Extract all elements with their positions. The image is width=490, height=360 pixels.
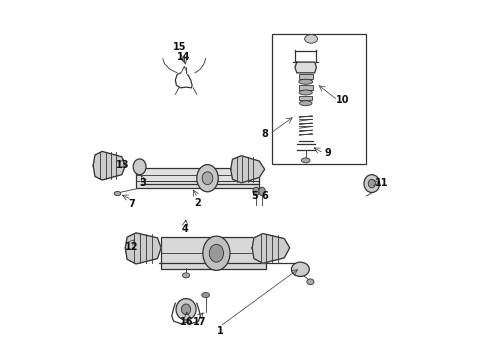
Polygon shape	[93, 152, 125, 180]
Polygon shape	[231, 156, 265, 183]
Ellipse shape	[202, 172, 213, 185]
Text: 6: 6	[261, 192, 268, 202]
Ellipse shape	[114, 192, 121, 196]
Text: 15: 15	[173, 42, 187, 52]
Ellipse shape	[299, 90, 312, 95]
Ellipse shape	[299, 79, 313, 84]
Text: 17: 17	[193, 317, 206, 327]
Text: 1: 1	[217, 327, 223, 337]
Bar	[299, 85, 313, 90]
Bar	[161, 237, 267, 269]
Ellipse shape	[307, 279, 314, 285]
Text: 9: 9	[324, 148, 331, 158]
Ellipse shape	[259, 187, 266, 196]
Ellipse shape	[305, 35, 318, 43]
Ellipse shape	[181, 304, 191, 315]
Ellipse shape	[253, 187, 259, 196]
Text: 7: 7	[128, 199, 135, 209]
Text: 12: 12	[125, 242, 139, 252]
Text: 4: 4	[182, 224, 189, 234]
Ellipse shape	[368, 179, 375, 188]
Ellipse shape	[202, 293, 210, 297]
Bar	[298, 74, 313, 79]
Ellipse shape	[133, 159, 146, 175]
Text: 10: 10	[336, 95, 349, 105]
Ellipse shape	[203, 236, 230, 270]
Text: 8: 8	[262, 129, 269, 139]
Ellipse shape	[182, 273, 190, 278]
Text: 16: 16	[180, 317, 194, 327]
Bar	[272, 33, 367, 164]
Ellipse shape	[301, 158, 310, 163]
Text: 5: 5	[251, 192, 258, 202]
Text: 13: 13	[116, 159, 129, 170]
Text: 11: 11	[375, 178, 388, 188]
Bar	[299, 96, 312, 100]
Text: 3: 3	[139, 177, 146, 188]
Ellipse shape	[176, 298, 196, 320]
Polygon shape	[252, 234, 290, 263]
Polygon shape	[295, 62, 317, 73]
Text: 2: 2	[195, 198, 201, 208]
Ellipse shape	[292, 262, 309, 276]
Ellipse shape	[299, 101, 312, 106]
Ellipse shape	[364, 175, 380, 193]
Ellipse shape	[209, 244, 223, 262]
Polygon shape	[125, 233, 161, 264]
Text: 14: 14	[177, 53, 190, 63]
Bar	[136, 168, 259, 188]
Ellipse shape	[197, 165, 218, 192]
